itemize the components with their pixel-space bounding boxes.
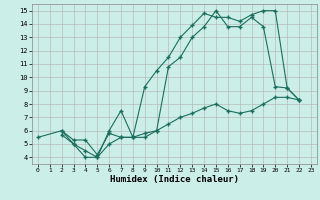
X-axis label: Humidex (Indice chaleur): Humidex (Indice chaleur): [110, 175, 239, 184]
